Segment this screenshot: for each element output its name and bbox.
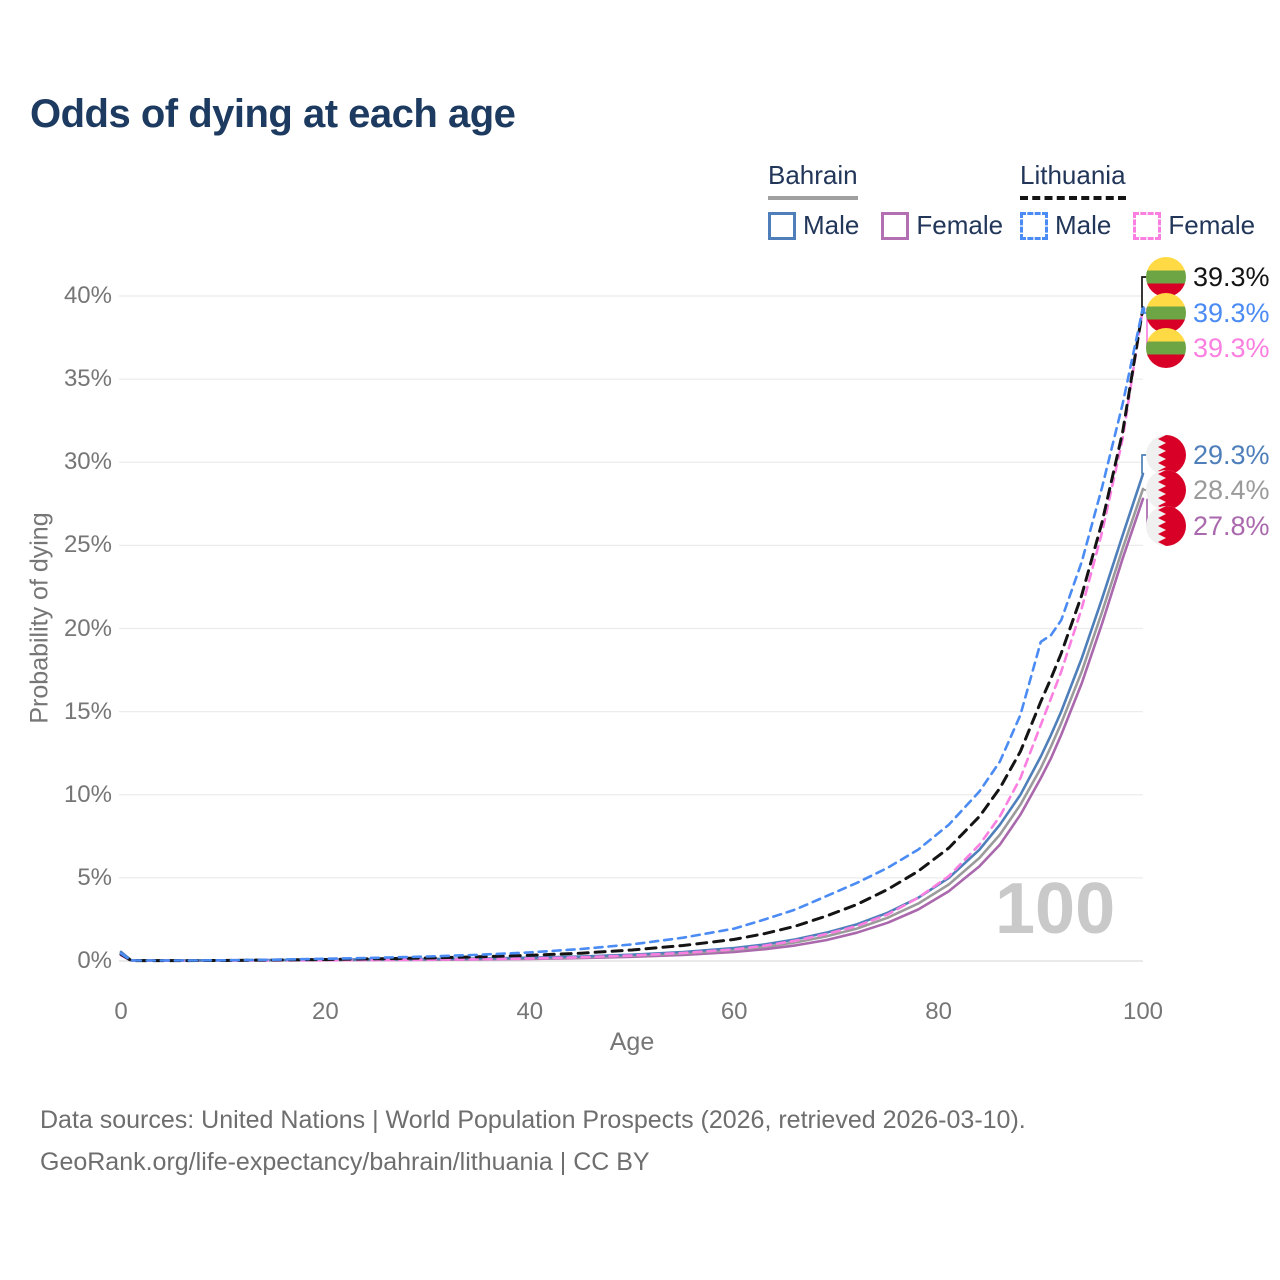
- series-end-label-lithuania: 39.3%: [1146, 257, 1270, 297]
- series-line-lithuania-female: [119, 306, 1145, 962]
- series-end-label-lithuania-male: 39.3%: [1146, 293, 1270, 333]
- y-tick-label: 30%: [63, 448, 112, 476]
- legend-item-bahrain-female[interactable]: Female: [881, 210, 1003, 241]
- x-tick-label: 40: [516, 998, 544, 1025]
- legend-group-bahrain: Bahrain Male Female: [768, 160, 1003, 241]
- lithuania-flag-icon: [1146, 328, 1186, 368]
- series-end-label-bahrain-female: 27.8%: [1146, 506, 1270, 546]
- chart-title: Odds of dying at each age: [30, 92, 516, 136]
- end-label-value: 39.3%: [1193, 332, 1270, 363]
- series-line-bahrain-female: [119, 497, 1145, 962]
- end-label-value: 28.4%: [1193, 474, 1270, 505]
- legend-label: Male: [803, 210, 860, 240]
- legend-title-bahrain[interactable]: Bahrain: [768, 160, 858, 200]
- footer-attribution-link[interactable]: GeoRank.org/life-expectancy/bahrain/lith…: [40, 1148, 650, 1176]
- y-tick-label: 25%: [63, 531, 112, 559]
- series-line-bahrain: [119, 487, 1145, 962]
- series-end-label-lithuania-female: 39.3%: [1146, 328, 1270, 368]
- end-label-value: 39.3%: [1193, 261, 1270, 292]
- bahrain-female-swatch-icon: [881, 211, 910, 240]
- bahrain-flag-icon: [1146, 470, 1186, 510]
- y-tick-label: 5%: [77, 863, 112, 891]
- legend-item-bahrain-male[interactable]: Male: [768, 210, 859, 241]
- end-label-value: 39.3%: [1193, 297, 1270, 328]
- bahrain-male-swatch-icon: [768, 211, 796, 240]
- x-axis-title: Age: [609, 1028, 655, 1056]
- end-label-value: 29.3%: [1193, 439, 1270, 470]
- end-label-value: 27.8%: [1193, 510, 1270, 541]
- y-tick-label: 35%: [63, 365, 112, 393]
- x-tick-label: 20: [312, 998, 339, 1025]
- lithuania-male-swatch-icon: [1020, 211, 1048, 240]
- bahrain-flag-icon: [1146, 506, 1186, 546]
- x-tick-label: 80: [925, 998, 952, 1025]
- series-line-lithuania-male: [119, 306, 1145, 962]
- lithuania-flag-icon: [1146, 257, 1186, 297]
- x-tick-label: 100: [1122, 998, 1164, 1025]
- legend-item-lithuania-male[interactable]: Male: [1020, 210, 1111, 241]
- footer-data-sources: Data sources: United Nations | World Pop…: [40, 1106, 1026, 1134]
- y-axis-title: Probability of dying: [25, 512, 54, 724]
- legend-label: Male: [1055, 210, 1112, 240]
- series-line-lithuania: [119, 306, 1145, 963]
- series-line-bahrain-male: [119, 472, 1145, 962]
- y-tick-label: 15%: [63, 697, 112, 725]
- legend-label: Female: [1168, 210, 1256, 240]
- legend-label: Female: [916, 210, 1004, 240]
- bahrain-flag-icon: [1146, 435, 1186, 475]
- y-tick-label: 20%: [63, 614, 112, 642]
- lithuania-female-swatch-icon: [1133, 211, 1162, 240]
- legend-title-lithuania[interactable]: Lithuania: [1020, 160, 1126, 200]
- age-hover-label: 100: [995, 869, 1116, 949]
- x-tick-label: 0: [114, 998, 128, 1025]
- y-tick-label: 0%: [77, 947, 112, 974]
- lithuania-flag-icon: [1146, 293, 1186, 333]
- y-tick-label: 40%: [63, 282, 112, 309]
- x-tick-label: 60: [720, 998, 748, 1025]
- y-tick-label: 10%: [63, 780, 112, 808]
- legend-item-lithuania-female[interactable]: Female: [1133, 210, 1255, 241]
- legend-group-lithuania: Lithuania Male Female: [1020, 160, 1255, 241]
- series-end-label-bahrain-male: 29.3%: [1146, 435, 1270, 475]
- series-end-label-bahrain: 28.4%: [1146, 470, 1270, 510]
